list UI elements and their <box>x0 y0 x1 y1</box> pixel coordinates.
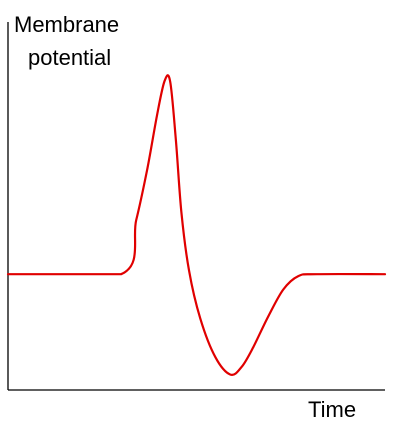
action-potential-curve <box>6 74 387 376</box>
y-axis-label-line-2: potential <box>28 45 111 70</box>
y-axis-label-line-1: Membrane <box>14 12 119 37</box>
x-axis-label: Time <box>308 397 356 422</box>
